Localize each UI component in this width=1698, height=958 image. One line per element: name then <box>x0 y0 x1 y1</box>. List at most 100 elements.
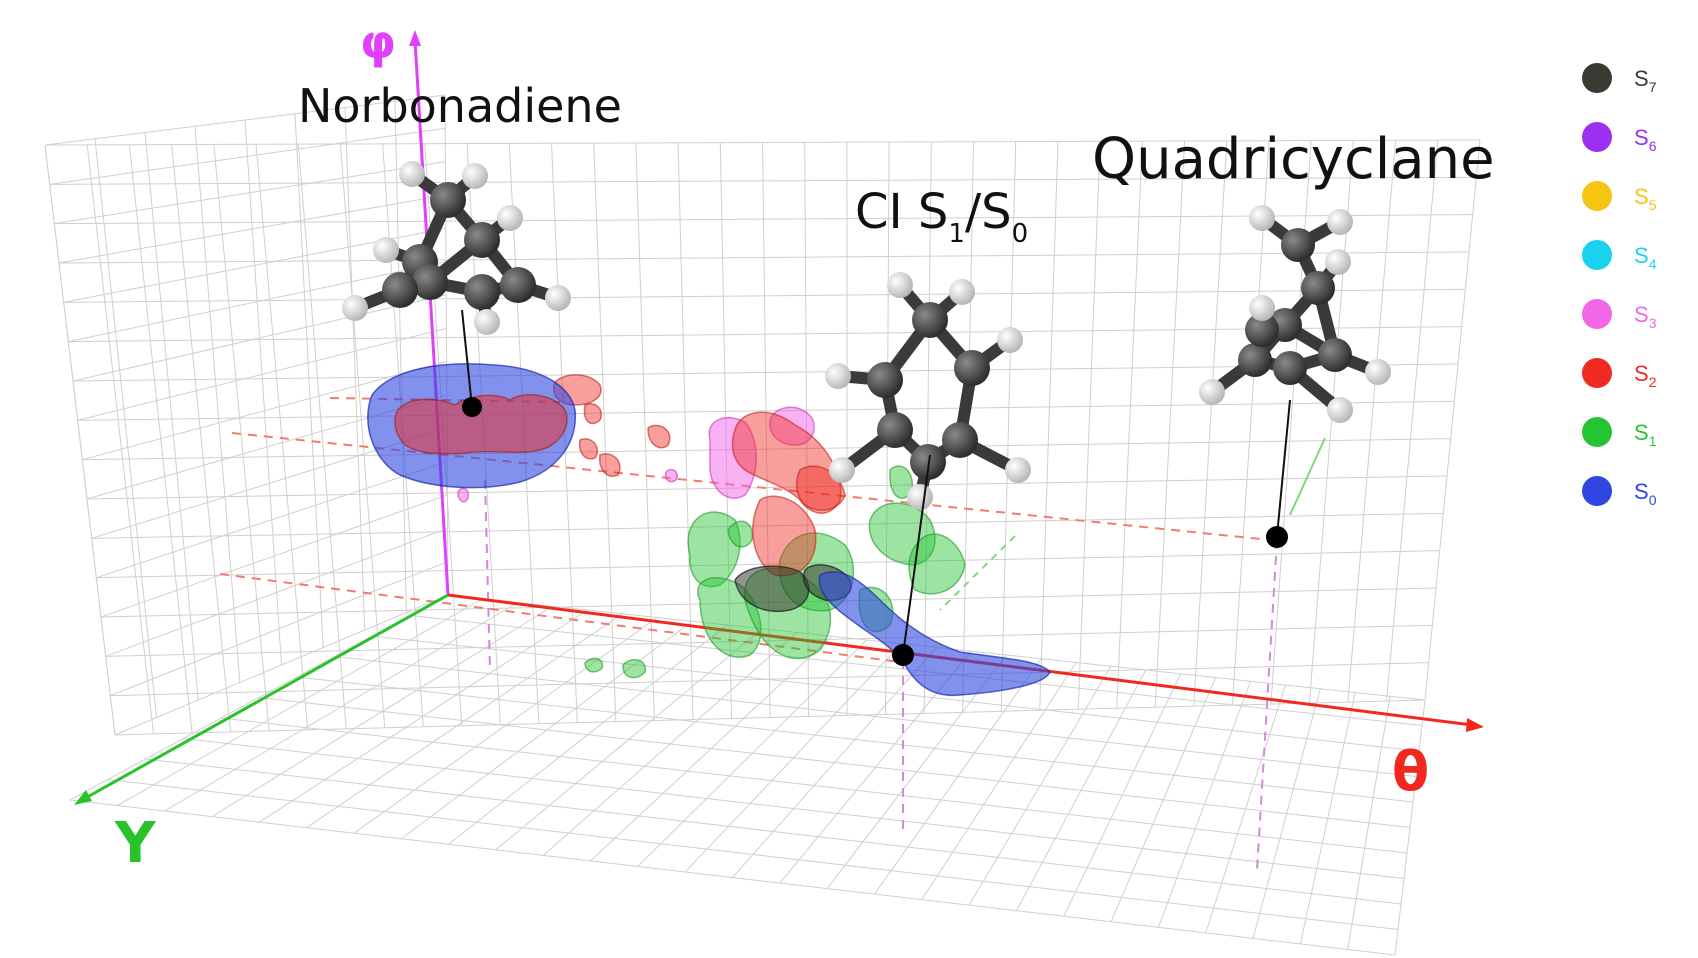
legend-item-s4: S4 <box>1582 240 1657 272</box>
left-wall-hline <box>114 594 449 736</box>
norbornadiene-hydrogen-atom <box>545 285 571 311</box>
ci-carbon-atom <box>867 362 903 398</box>
norbonadiene-label: Norbonadiene <box>298 79 622 133</box>
norbornadiene-carbon-atom <box>412 264 448 300</box>
phi-axis-arrow <box>409 30 421 46</box>
left-wall-hline <box>105 527 448 657</box>
quadricyclane-carbon-atom <box>1238 343 1272 377</box>
legend-marker <box>1582 181 1612 211</box>
back-wall-vline <box>86 144 155 735</box>
norbornadiene-hydrogen-atom <box>497 205 523 231</box>
back-wall-hline <box>58 251 1470 264</box>
back-wall-hline <box>86 475 1448 500</box>
back-wall-vline <box>677 142 694 720</box>
ci-carbon-atom <box>910 444 946 480</box>
isosurfaces <box>367 363 1051 697</box>
quadricyclane-hydrogen-atom <box>1327 397 1353 423</box>
back-wall-vline <box>762 142 771 718</box>
norbornadiene-hydrogen-atom <box>342 295 368 321</box>
ci-label: CI S1/S0 <box>855 184 1028 249</box>
floor-hline <box>107 779 1399 930</box>
s3-density <box>457 406 815 503</box>
back-wall-hline <box>63 288 1466 303</box>
ci-carbon-atom <box>877 412 913 448</box>
back-wall-hline <box>96 550 1440 579</box>
guide-green-ci <box>939 535 1016 611</box>
back-wall-vline <box>297 144 347 729</box>
legend-item-s1: S1 <box>1582 417 1657 449</box>
molecules <box>342 161 1391 510</box>
ci-carbon-atom <box>942 422 978 458</box>
quadricyclane-carbon-atom <box>1281 228 1315 262</box>
left-wall-hline <box>100 494 448 618</box>
point-markers <box>461 309 1291 666</box>
floor-hline <box>296 676 1414 803</box>
back-wall-vline <box>1308 140 1354 704</box>
quadricyclane-hydrogen-atom <box>1249 295 1275 321</box>
legend-label: S7 <box>1634 66 1657 95</box>
quadricyclane-hydrogen-atom <box>1249 205 1275 231</box>
left-wall-hline <box>54 161 446 225</box>
floor-hline <box>221 717 1408 854</box>
left-wall-vline <box>144 132 199 701</box>
back-wall-hline <box>72 363 1459 382</box>
quadricyclane-carbon-atom <box>1273 351 1307 385</box>
ci-hydrogen-atom <box>907 484 933 510</box>
norbornadiene-hydrogen-atom <box>462 163 488 189</box>
quadricyclane-hydrogen-atom <box>1325 249 1351 275</box>
quadricyclane-hydrogen-atom <box>1365 359 1391 385</box>
left-wall-vline <box>244 119 282 666</box>
left-wall-hline <box>72 294 447 382</box>
left-wall-vline <box>344 107 366 631</box>
qc-point <box>1266 526 1288 548</box>
ci-molecule <box>825 272 1031 510</box>
nbd-stem <box>461 309 473 408</box>
left-wall-vline <box>294 113 324 648</box>
legend-marker <box>1582 63 1612 93</box>
phi-axis-label: φ <box>360 15 396 69</box>
legend-item-s0: S0 <box>1582 476 1657 508</box>
legend-marker <box>1582 122 1612 152</box>
back-wall-vline <box>171 144 232 732</box>
norbornadiene-carbon-atom <box>430 182 466 218</box>
legend-label: S2 <box>1634 361 1657 390</box>
floor-hline <box>258 697 1411 828</box>
ci-hydrogen-atom <box>949 279 975 305</box>
legend-marker <box>1582 417 1612 447</box>
floor-hline <box>183 738 1405 879</box>
norbornadiene-hydrogen-atom <box>474 309 500 335</box>
floor-hline <box>334 656 1417 777</box>
left-wall-vline <box>444 94 449 596</box>
quadricyclane-hydrogen-atom <box>1199 379 1225 405</box>
legend: S7 S6 S5 S4 S3 S2 S1 S0 <box>1582 63 1657 508</box>
legend-item-s5: S5 <box>1582 181 1657 213</box>
left-wall-hline <box>68 261 447 343</box>
quadricyclane-carbon-atom <box>1245 313 1279 347</box>
legend-marker <box>1582 299 1612 329</box>
left-wall-hline <box>44 94 446 146</box>
legend-label: S0 <box>1634 479 1657 508</box>
legend-label: S6 <box>1634 125 1657 154</box>
guide-red-nbd-mid <box>231 432 1271 541</box>
quadricyclane-carbon-atom <box>1301 271 1335 305</box>
back-wall-vline <box>1385 140 1439 702</box>
left-wall-hline <box>58 194 446 264</box>
norbornadiene-molecule <box>342 161 571 335</box>
back-wall-vline <box>1116 141 1143 709</box>
legend-item-s7: S7 <box>1582 63 1657 95</box>
quadricyclane-molecule <box>1199 205 1391 423</box>
back-wall-vline <box>1347 140 1397 703</box>
ci-carbon-atom <box>912 302 948 338</box>
s2-density-nbd <box>394 394 568 455</box>
norbornadiene-carbon-atom <box>500 267 536 303</box>
back-wall-vline <box>1424 139 1481 701</box>
legend-marker <box>1582 240 1612 270</box>
ci-point <box>892 644 914 666</box>
phi-axis <box>413 39 450 596</box>
legend-marker <box>1582 358 1612 388</box>
back-wall-hline <box>68 326 1462 343</box>
ci-hydrogen-atom <box>997 327 1023 353</box>
back-wall-vline <box>593 143 617 722</box>
back-wall-hline <box>105 624 1433 657</box>
norbornadiene-carbon-atom <box>464 222 500 258</box>
